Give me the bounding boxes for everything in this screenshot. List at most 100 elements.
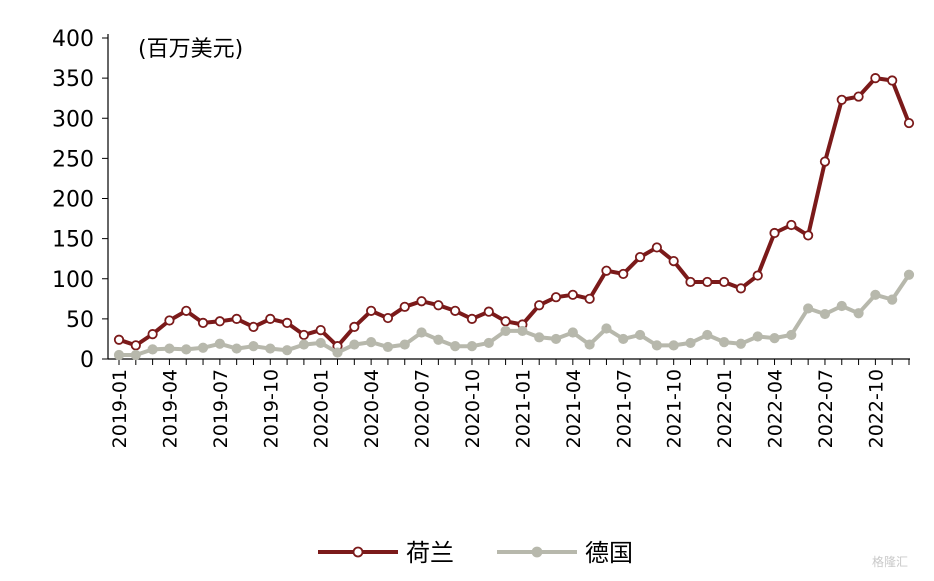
data-point [668, 255, 679, 267]
data-point [349, 339, 360, 350]
data-point [281, 345, 293, 356]
data-point [433, 300, 444, 311]
data-point [332, 347, 343, 358]
data-point [769, 333, 780, 344]
data-point [197, 317, 209, 328]
legend-label: 德国 [585, 539, 633, 567]
x-tick-label: 2021-10 [664, 369, 686, 448]
y-tick-label: 250 [52, 147, 94, 172]
data-point [113, 334, 125, 345]
data-point [584, 339, 595, 350]
data-point [567, 289, 578, 300]
data-point [903, 117, 915, 129]
y-tick-label: 50 [66, 308, 94, 333]
data-point [164, 343, 175, 354]
x-tick-label: 2022-01 [714, 369, 736, 448]
data-point [702, 329, 713, 341]
x-tick-label: 2021-04 [563, 369, 585, 448]
data-point [181, 344, 192, 355]
data-point [366, 305, 377, 316]
data-point [450, 341, 461, 352]
data-point [214, 338, 225, 349]
y-tick-label: 350 [52, 67, 94, 92]
data-point [550, 292, 562, 303]
data-point [735, 338, 747, 349]
data-point [130, 340, 141, 351]
data-point [803, 230, 814, 241]
data-point [618, 333, 629, 345]
data-point [819, 156, 831, 167]
data-point [601, 265, 612, 276]
data-point [349, 321, 360, 332]
legend: 荷兰 德国 [318, 539, 633, 567]
x-tick-label: 2019-07 [210, 369, 232, 448]
data-point [483, 306, 494, 317]
data-point [466, 313, 478, 324]
data-point [399, 301, 410, 312]
data-point [248, 321, 259, 332]
data-point [534, 300, 545, 311]
series-line [118, 76, 911, 349]
data-point [113, 349, 125, 361]
data-point [298, 329, 309, 341]
data-point [752, 270, 763, 281]
y-tick-label: 400 [52, 27, 94, 52]
y-tick-label: 200 [52, 188, 94, 213]
data-point [147, 344, 158, 355]
unit-label: (百万美元) [138, 37, 243, 62]
data-point [719, 276, 730, 288]
legend-swatch-marker [352, 546, 364, 558]
data-point [786, 219, 797, 231]
data-point [517, 325, 528, 337]
x-tick-label: 2020-01 [311, 369, 333, 448]
data-point [567, 327, 578, 338]
data-point [399, 339, 410, 350]
data-point [214, 316, 225, 327]
series-germany [113, 269, 915, 361]
y-tick-label: 100 [52, 268, 94, 293]
x-tick-label: 2022-10 [865, 369, 887, 448]
data-point [668, 340, 679, 351]
data-point [130, 349, 141, 361]
y-axis: 0 50 100 150 200 250 300 350 400 [52, 27, 109, 373]
x-axis: 2019-01 2019-04 2019-07 2019-10 2020-01 2020-… [108, 358, 910, 448]
data-point [836, 94, 847, 105]
x-tick-label: 2021-01 [512, 369, 534, 448]
legend-swatch-marker [531, 546, 543, 558]
data-point [231, 343, 242, 354]
data-point [366, 337, 377, 348]
data-point [164, 315, 175, 326]
y-tick-label: 0 [80, 348, 94, 373]
data-point [651, 340, 662, 351]
watermark: 格隆汇 [872, 554, 908, 569]
data-point [298, 339, 309, 350]
data-point [752, 331, 763, 342]
data-point [634, 251, 646, 263]
x-tick-label: 2019-10 [260, 369, 282, 448]
data-point [248, 341, 259, 352]
data-point [719, 337, 730, 348]
x-tick-label: 2020-07 [412, 369, 434, 448]
data-point [634, 329, 646, 341]
data-point [651, 242, 662, 253]
x-tick-label: 2022-07 [815, 369, 837, 448]
data-point [702, 276, 713, 288]
data-point [450, 305, 461, 316]
x-tick-label: 2019-01 [109, 369, 131, 448]
data-point [685, 276, 696, 288]
data-point [769, 227, 780, 239]
data-point [903, 269, 915, 280]
x-tick-label: 2019-04 [159, 369, 181, 448]
x-tick-label: 2021-07 [613, 369, 635, 448]
data-point [618, 268, 629, 280]
data-point [231, 313, 242, 324]
data-point [500, 325, 511, 337]
data-point [584, 293, 595, 304]
data-point [685, 337, 696, 349]
data-point [853, 91, 864, 102]
data-point [315, 337, 326, 349]
data-point [870, 73, 881, 84]
data-point [265, 313, 276, 324]
data-point [601, 323, 612, 334]
